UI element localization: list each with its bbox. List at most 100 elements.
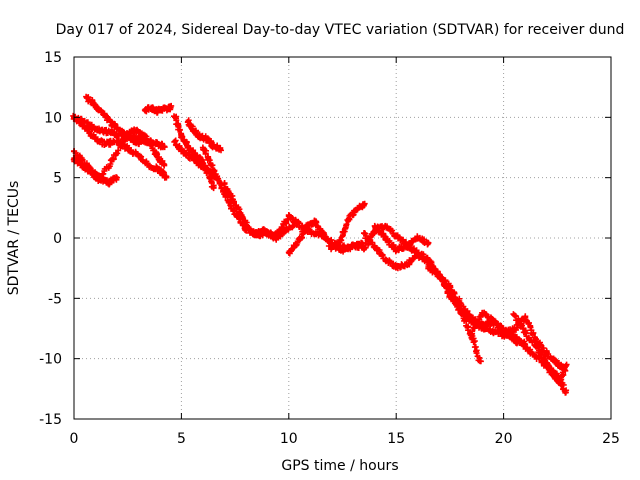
data-point [154,108,161,115]
data-point [124,133,131,140]
data-point [403,242,410,249]
data-point [360,201,367,208]
data-point [360,230,367,237]
data-point [113,138,120,145]
y-tick-label: 0 [53,231,62,247]
data-point [382,256,389,263]
data-point [184,119,191,126]
data-point [425,263,432,270]
data-point [161,105,168,112]
data-point [285,213,292,220]
data-point [489,329,496,336]
data-point [229,196,236,203]
data-point [141,107,148,114]
data-point [511,326,518,333]
data-point [146,162,153,169]
data-point [468,314,475,321]
axis-ticks: 0 5 10 15 20 25 -15 -10 -5 0 5 10 15 [39,50,620,447]
data-point [294,220,301,227]
data-point [81,119,88,126]
data-point [238,213,245,220]
data-point [345,215,352,222]
data-point [79,162,86,169]
data-point [144,138,151,145]
data-point [217,145,224,152]
data-point [113,131,120,138]
series-track-14 [360,230,484,365]
data-point [479,321,486,328]
data-point [135,152,142,159]
data-point [101,111,108,118]
data-point [285,249,292,256]
data-markers [70,93,570,396]
data-point [178,132,185,139]
data-point [113,174,120,181]
data-point [210,184,217,191]
data-point [476,358,483,365]
data-point [511,333,518,340]
data-point [328,242,335,249]
data-point [511,312,518,319]
data-point [339,247,346,254]
data-point [393,247,400,254]
data-point [255,232,262,239]
data-point [167,104,174,111]
data-point [457,300,464,307]
data-point [191,150,198,157]
data-point [221,180,228,187]
y-tick-label: 15 [44,50,62,66]
data-point [163,174,170,181]
data-point [522,341,529,348]
series-track-11 [221,180,297,243]
data-point [83,95,90,102]
data-point [197,162,204,169]
data-point [393,232,400,239]
data-point [425,239,432,246]
data-point [184,144,191,151]
data-point [562,362,569,369]
data-point [446,292,453,299]
data-point [135,140,142,147]
data-point [189,155,196,162]
data-point [290,222,297,229]
data-point [109,156,116,163]
data-point-markers [425,262,528,348]
data-point [92,126,99,133]
data-point [208,162,215,169]
data-point [161,143,168,150]
data-point [414,249,421,256]
data-point [403,261,410,268]
data-point [294,239,301,246]
data-point [393,263,400,270]
series-track-18 [510,311,570,387]
data-point [337,237,344,244]
data-point [92,136,99,143]
data-point [425,256,432,263]
series-track-15 [371,222,570,396]
x-tick-label: 15 [387,431,405,447]
data-point [171,114,178,121]
data-point [96,177,103,184]
data-point [446,283,453,290]
data-point [436,273,443,280]
y-tick-label: -5 [48,291,62,307]
data-point [556,379,563,386]
data-point [522,329,529,336]
data-point [131,126,138,133]
data-point [554,360,561,367]
data-point [191,128,198,135]
y-tick-label: -10 [39,352,62,368]
x-tick-label: 0 [70,431,79,447]
chart-title: Day 017 of 2024, Sidereal Day-to-day VTE… [56,22,625,38]
data-point [543,360,550,367]
y-tick-label: -15 [39,412,62,428]
data-point [532,353,539,360]
data-point [382,235,389,241]
series-track-17 [468,309,567,373]
data-point [148,104,155,111]
data-point [281,227,288,234]
data-point [161,162,168,169]
data-point [92,102,99,109]
x-axis-label: GPS time / hours [281,458,398,474]
